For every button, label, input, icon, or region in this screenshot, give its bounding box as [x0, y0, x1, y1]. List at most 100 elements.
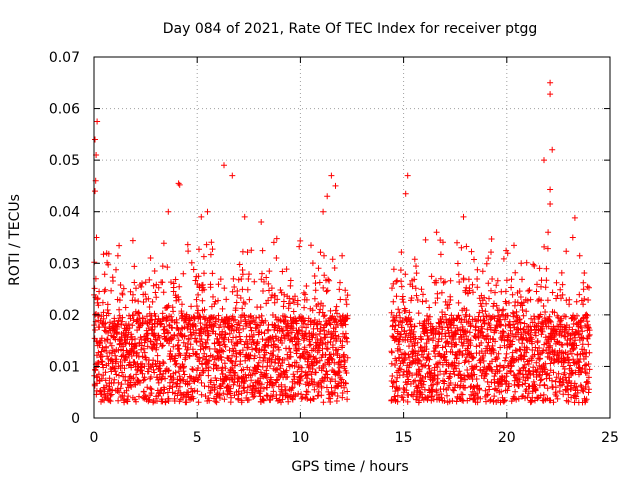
data-point [94, 295, 101, 302]
data-point [91, 285, 98, 292]
data-point [548, 319, 554, 325]
data-point [474, 390, 481, 397]
data-point [232, 316, 239, 323]
data-point [125, 393, 132, 400]
data-point [459, 323, 466, 330]
data-point [502, 357, 508, 364]
data-point [576, 291, 583, 298]
data-point [239, 347, 246, 354]
data-point [316, 341, 323, 348]
data-point [229, 323, 236, 330]
data-point [185, 336, 192, 343]
data-point [180, 394, 186, 401]
data-point [218, 357, 225, 363]
data-point [400, 397, 407, 404]
data-point [175, 326, 182, 333]
data-point [343, 370, 350, 376]
data-point [186, 353, 193, 360]
data-point [465, 290, 472, 297]
y-tick-label: 0.04 [49, 205, 80, 221]
data-point [287, 314, 294, 321]
data-point [335, 333, 342, 340]
data-point [410, 358, 416, 365]
data-point [229, 288, 236, 295]
data-point [129, 336, 136, 343]
data-point [119, 291, 126, 298]
data-point [234, 288, 241, 294]
data-point [491, 315, 498, 322]
data-point [498, 336, 505, 343]
data-point [99, 299, 106, 306]
data-point [126, 325, 133, 332]
data-point [128, 364, 135, 371]
data-point [285, 322, 292, 329]
data-point [405, 314, 412, 321]
data-point [201, 286, 208, 293]
data-point [339, 342, 346, 349]
data-point [434, 372, 441, 378]
data-point [251, 352, 258, 359]
data-point [565, 398, 572, 405]
data-point [123, 387, 130, 394]
data-point [142, 291, 149, 298]
data-point [553, 374, 560, 381]
data-point [288, 385, 295, 392]
data-point [493, 282, 500, 289]
data-point [479, 325, 486, 332]
data-point [458, 244, 465, 251]
data-point [519, 307, 526, 313]
data-point [441, 398, 448, 404]
data-point [152, 336, 159, 343]
data-point [274, 397, 281, 404]
data-point [459, 397, 466, 404]
data-point [265, 280, 272, 287]
data-point [389, 373, 396, 379]
data-point [219, 305, 226, 312]
data-point [285, 398, 292, 405]
data-point [160, 326, 167, 333]
data-point [287, 349, 294, 356]
data-point [312, 280, 319, 287]
data-point [173, 360, 180, 367]
data-point [153, 294, 160, 301]
data-point [444, 305, 451, 312]
data-point [455, 360, 462, 367]
data-point [498, 388, 505, 395]
data-point [327, 307, 334, 314]
data-point [116, 389, 122, 396]
data-point [117, 358, 124, 365]
data-point [439, 344, 446, 351]
data-point [398, 331, 405, 338]
data-point [318, 384, 325, 391]
data-point [261, 330, 268, 337]
data-point [554, 395, 561, 402]
data-point [212, 398, 219, 405]
data-point [270, 239, 277, 246]
data-point [141, 376, 148, 383]
data-point [321, 272, 328, 279]
data-point [218, 332, 224, 339]
data-point [116, 372, 122, 379]
data-point [171, 331, 178, 338]
data-point [151, 369, 158, 376]
data-point [240, 366, 247, 373]
data-point [302, 291, 309, 298]
data-point [344, 338, 351, 345]
data-point [317, 249, 324, 256]
data-point [231, 284, 238, 290]
data-point [112, 368, 119, 375]
data-point [463, 354, 470, 361]
data-point [144, 343, 151, 350]
data-point [323, 368, 330, 375]
data-point [492, 289, 498, 296]
data-point [213, 348, 220, 355]
data-point [219, 328, 226, 335]
data-point [281, 335, 288, 342]
data-point [566, 324, 573, 331]
data-point [195, 376, 202, 382]
data-point [245, 276, 252, 282]
data-point [519, 276, 525, 283]
data-point [209, 270, 216, 277]
data-point [422, 236, 429, 243]
